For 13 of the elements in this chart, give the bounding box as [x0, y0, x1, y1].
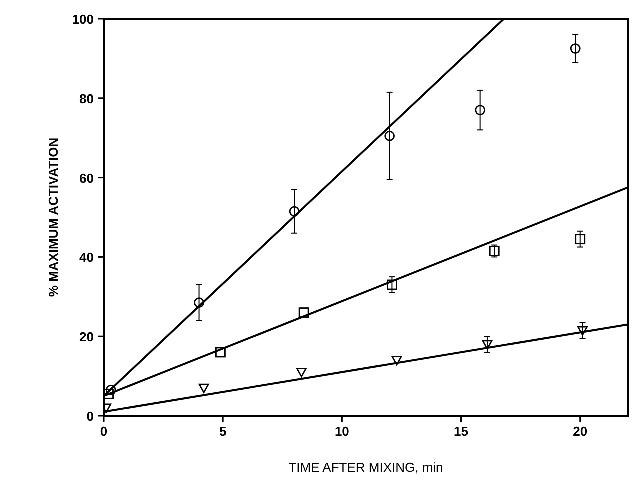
x-axis-title: TIME AFTER MIXING, min	[288, 460, 444, 475]
y-tick-label: 0	[86, 409, 94, 424]
x-tick-label: 15	[454, 424, 469, 439]
x-tick-label: 20	[573, 424, 588, 439]
x-tick-label: 0	[100, 424, 108, 439]
y-tick-label: 40	[80, 250, 94, 266]
y-axis-title: % MAXIMUM ACTIVATION	[46, 138, 61, 298]
y-tick-label: 100	[72, 12, 94, 27]
y-tick-label: 80	[80, 91, 94, 106]
x-tick-label: 10	[334, 424, 350, 439]
y-tick-label: 60	[80, 170, 94, 186]
x-tick-label: 5	[219, 424, 227, 439]
y-tick-label: 20	[80, 330, 94, 345]
